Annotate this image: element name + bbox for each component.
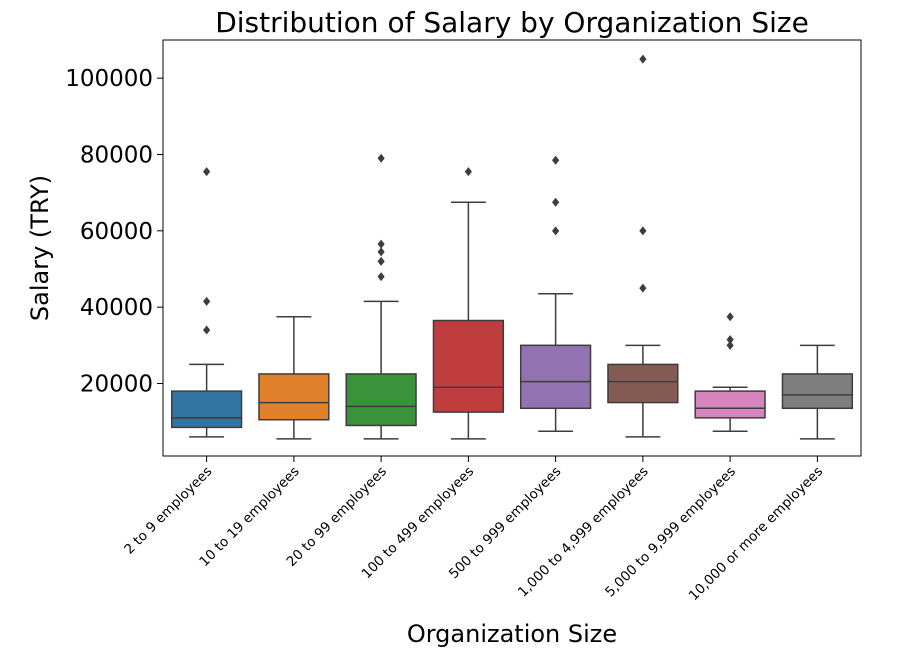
box-group [519, 155, 592, 432]
outlier-point [464, 167, 472, 177]
box-group [694, 312, 766, 432]
outlier-point [203, 296, 211, 306]
y-axis-label: Salary (TRY) [26, 175, 54, 321]
box-iqr [781, 373, 854, 410]
outlier-point [552, 155, 560, 165]
x-tick-label: 10 to 19 employees [196, 464, 302, 570]
box-iqr [432, 319, 505, 413]
x-tick-label: 20 to 99 employees [284, 464, 390, 570]
y-tick-label: 60000 [80, 219, 153, 245]
outlier-point [726, 340, 734, 350]
outlier-point [203, 167, 211, 177]
y-tick-label: 100000 [65, 66, 153, 92]
box-iqr [694, 390, 766, 419]
y-tick-label: 40000 [80, 295, 153, 321]
x-tick-label: 2 to 9 employees [121, 464, 215, 558]
chart-title: Distribution of Salary by Organization S… [215, 6, 809, 39]
box-iqr [519, 344, 592, 410]
plot-area: 20000 40000 60000 80000 100000 2 to 9 employe… [65, 39, 862, 604]
y-tick-label: 80000 [80, 142, 153, 168]
outlier-point [639, 226, 647, 236]
box-group [258, 315, 330, 440]
plot-frame [162, 39, 862, 457]
outlier-point [203, 325, 211, 335]
y-tick-label: 20000 [80, 371, 153, 397]
outlier-point [726, 335, 734, 345]
box-group [432, 167, 505, 440]
outlier-point [377, 247, 385, 257]
box-iqr [345, 373, 417, 427]
x-axis-label: Organization Size [407, 620, 617, 648]
outlier-point [377, 239, 385, 249]
box-group [170, 167, 243, 438]
outlier-point [377, 256, 385, 266]
outlier-point [726, 312, 734, 322]
outlier-point [552, 197, 560, 207]
box-group [345, 153, 417, 440]
outlier-point [377, 272, 385, 282]
outlier-point [552, 226, 560, 236]
outlier-point [639, 54, 647, 64]
box-group [781, 344, 854, 440]
box-iqr [607, 363, 679, 404]
outlier-point [639, 283, 647, 293]
outlier-point [377, 153, 385, 163]
box-group [607, 54, 679, 438]
box-iqr [258, 373, 330, 421]
box-iqr [170, 390, 243, 429]
